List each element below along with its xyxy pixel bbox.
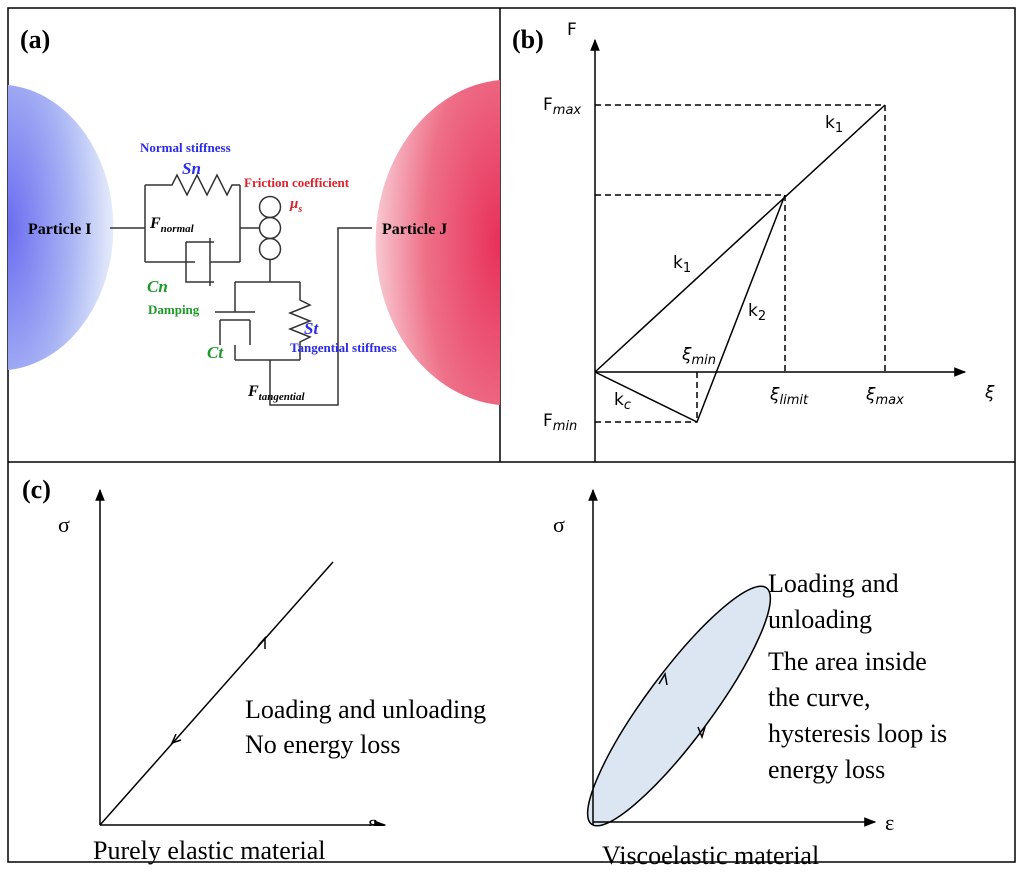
mask [360,826,400,846]
friction-label: Friction coefficient [244,175,350,190]
main: k [614,390,624,410]
sigma-label: σ [58,512,70,537]
main: k [748,301,758,321]
mu-sub: s [297,204,302,215]
f-tangential-label: Ftangential [247,383,305,403]
f-sub: normal [161,223,195,235]
xi-limit-label: ξlimit [769,385,809,408]
epsilon-label: ε [885,810,894,835]
tangential-branch [215,228,372,405]
xi-max-label: ξmax [865,385,904,408]
load-path [595,105,885,422]
k2-label: k2 [748,301,766,324]
panel-label: (c) [22,475,51,504]
st-label: St [304,319,319,338]
main: F [543,95,553,115]
f-main: F [247,383,259,400]
note-line: Loading and [768,569,899,598]
f-axis-label: F [567,20,577,40]
caption: Purely elastic material [93,836,325,865]
f-main: F [149,215,161,232]
main: k [673,253,683,273]
xi-min-label: ξmin [681,345,716,368]
panel-label: (b) [512,25,544,54]
guide-line [595,105,885,422]
sub: 2 [758,309,766,324]
f-normal-label: Fnormal [149,215,195,235]
sub: min [553,419,578,434]
main: F [543,411,553,431]
f-max-label: Fmax [543,95,581,118]
note-line: hysteresis loop is [768,719,947,748]
friction-roller [260,197,281,218]
main: ξ [681,345,692,365]
sub: max [875,393,904,408]
sub: limit [779,393,808,408]
f-sub: tangential [259,391,306,403]
kc-label: kc [614,390,631,413]
figure: (a) Particle I Particle J Normal stiffne… [0,0,1022,875]
panel-label: (a) [20,25,50,54]
elastic-note: Loading and unloading No energy loss [245,695,486,759]
f-min-label: Fmin [543,411,577,434]
particle-j [376,80,500,405]
tangential-stiffness-label: Tangential stiffness [290,340,397,355]
note-line: The area inside [768,647,927,676]
elastic-line [100,562,333,825]
normal-branch [110,175,240,262]
main: k [825,113,835,133]
cn-label: Cn [147,277,168,296]
note-line: No energy loss [245,730,401,759]
ct-label: Ct [207,343,224,362]
sub: max [553,103,582,118]
sn-label: Sn [182,159,201,178]
caption: Viscoelastic material [602,841,819,870]
damping-label: Damping [148,302,200,317]
normal-stiffness-label: Normal stiffness [140,140,231,155]
particle-i-label: Particle I [28,221,92,238]
sub: c [624,398,631,413]
sigma-label: σ [553,512,565,537]
sub: 1 [835,121,843,136]
sub: 1 [683,261,691,276]
note-line: Loading and unloading [245,695,486,724]
k1-label: k1 [825,113,843,136]
mu-label: μs [289,196,302,215]
friction-roller [260,239,281,260]
main: ξ [865,385,876,405]
friction-roller [260,218,281,239]
particle-j-label: Particle J [382,221,447,238]
sub: min [691,353,716,368]
hysteresis-loop [565,568,793,844]
viscoelastic-note: Loading and unloading The area inside th… [768,569,947,784]
note-line: energy loss [768,755,885,784]
k1-label: k1 [673,253,691,276]
mu-main: μ [289,196,298,212]
xi-axis-label: ξ [984,383,995,403]
main: ξ [769,385,780,405]
note-line: the curve, [768,683,871,712]
note-line: unloading [768,605,872,634]
